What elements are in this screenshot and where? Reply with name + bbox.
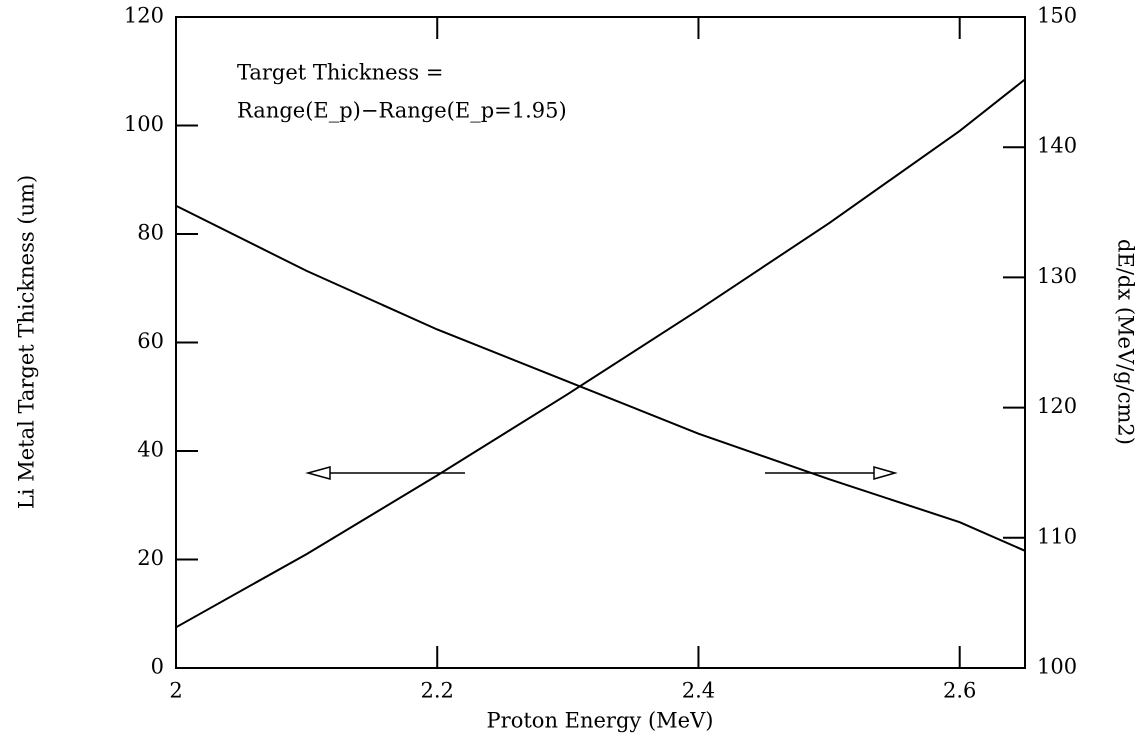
y2-tick-label: 130 (1037, 264, 1077, 288)
y2-tick-label: 100 (1037, 655, 1077, 679)
arrow-right (765, 466, 898, 480)
annotation: Target Thickness = (237, 61, 443, 85)
x-tick-label: 2.2 (421, 679, 454, 703)
y2-tick-label: 150 (1037, 4, 1077, 28)
y-tick-label: 20 (137, 546, 164, 570)
y2-tick-label: 140 (1037, 134, 1077, 158)
y-tick-label: 40 (137, 438, 164, 462)
x-tick-label: 2.6 (943, 679, 976, 703)
x-tick-label: 2 (169, 679, 182, 703)
x-axis-label: Proton Energy (MeV) (487, 709, 714, 733)
line (175, 204, 1026, 552)
y-tick-label: 120 (124, 4, 164, 28)
y-tick-label: 80 (137, 221, 164, 245)
y2-tick-label: 110 (1037, 524, 1077, 548)
y-axis-label: Li Metal Target Thickness (um) (15, 175, 39, 509)
line (175, 78, 1026, 629)
y-tick-label: 100 (124, 112, 164, 136)
y-tick-label: 60 (137, 329, 164, 353)
annotation: Range(E_p)−Range(E_p=1.95) (237, 99, 567, 123)
x-tick-label: 2.4 (682, 679, 715, 703)
y2-axis-label: dE/dx (MeV/g/cm2) (1114, 239, 1138, 445)
y2-tick-label: 120 (1037, 394, 1077, 418)
y-tick-label: 0 (151, 655, 164, 679)
